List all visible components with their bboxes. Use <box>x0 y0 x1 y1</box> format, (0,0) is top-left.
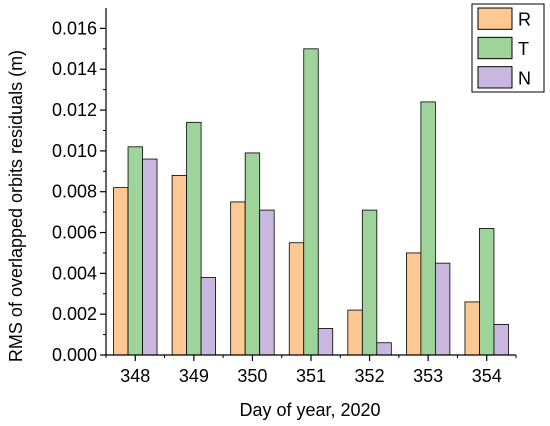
bar-R-354 <box>464 301 480 356</box>
bar-T-354 <box>479 228 495 356</box>
bar-T-352 <box>361 209 378 356</box>
bar-N-349 <box>200 277 217 356</box>
bar-R-348 <box>113 187 129 356</box>
bar-T-349 <box>186 121 202 356</box>
legend-label-R: R <box>518 10 531 30</box>
legend-label-N: N <box>518 68 531 88</box>
legend-swatch-T <box>477 36 513 60</box>
x-axis-title: Day of year, 2020 <box>239 400 380 420</box>
bar-T-351 <box>303 48 319 356</box>
x-tick-label: 352 <box>355 366 385 386</box>
legend-label-T: T <box>518 39 529 59</box>
bar-R-352 <box>347 309 363 356</box>
y-tick-label: 0.008 <box>52 182 97 202</box>
bar-T-348 <box>127 146 143 356</box>
bar-R-351 <box>288 242 305 356</box>
ticks-group: 0.000 0.002 0.004 0.006 0.008 0.010 0.012 0.014… <box>52 18 517 386</box>
y-tick-label: 0.006 <box>52 223 97 243</box>
y-axis-title: RMS of overlapped orbits residuals (m) <box>6 50 26 362</box>
x-tick-label: 353 <box>413 366 443 386</box>
bar-R-353 <box>405 252 422 356</box>
bar-N-353 <box>434 262 451 356</box>
x-tick-label: 350 <box>237 366 267 386</box>
bar-N-352 <box>376 342 392 356</box>
y-tick-label: 0.000 <box>52 345 97 365</box>
y-tick-label: 0.004 <box>52 263 97 283</box>
bar-N-348 <box>142 158 158 356</box>
bar-R-349 <box>171 174 188 356</box>
bar-T-353 <box>420 101 436 356</box>
y-tick-label: 0.002 <box>52 304 97 324</box>
bar-N-354 <box>493 323 509 356</box>
legend-swatch-R <box>477 7 513 30</box>
x-tick-label: 349 <box>179 366 209 386</box>
x-tick-label: 354 <box>472 366 502 386</box>
bar-N-350 <box>259 209 275 356</box>
bar-N-351 <box>317 328 334 356</box>
bar-T-350 <box>244 152 261 356</box>
y-tick-label: 0.014 <box>52 59 97 79</box>
legend-swatch-N <box>477 66 513 89</box>
y-tick-label: 0.016 <box>52 18 97 38</box>
x-tick-label: 351 <box>296 366 326 386</box>
bars-group <box>113 48 509 356</box>
x-tick-label: 348 <box>120 366 150 386</box>
y-tick-label: 0.012 <box>52 100 97 120</box>
bar-R-350 <box>230 201 246 356</box>
y-tick-label: 0.010 <box>52 141 97 161</box>
legend: RTN <box>471 3 545 93</box>
